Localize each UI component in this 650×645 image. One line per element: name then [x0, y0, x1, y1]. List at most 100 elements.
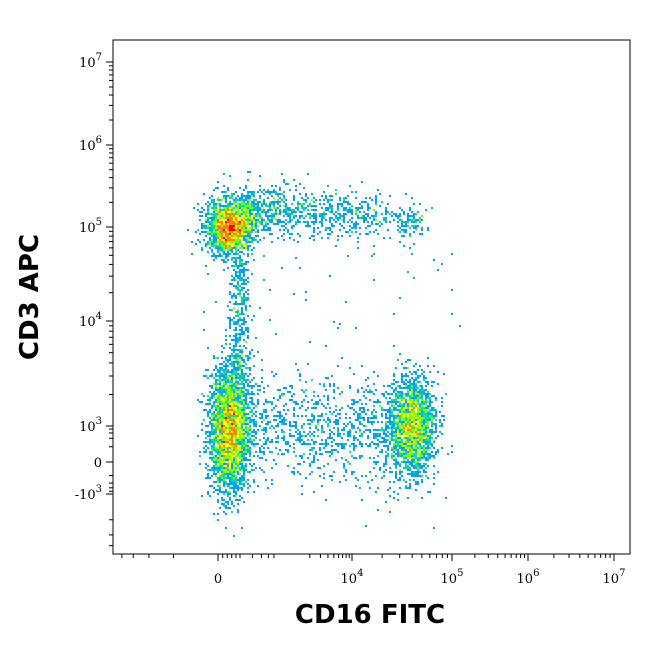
event-dot: [391, 431, 393, 433]
event-dot: [231, 365, 233, 367]
event-dot: [395, 397, 397, 399]
event-dot: [251, 441, 253, 443]
event-dot: [241, 401, 243, 403]
event-dot: [399, 435, 401, 437]
event-dot: [419, 219, 421, 221]
event-dot: [413, 231, 415, 233]
event-dot: [405, 465, 407, 467]
event-dot: [401, 421, 403, 423]
event-dot: [391, 471, 393, 473]
event-dot: [235, 443, 237, 445]
event-dot: [297, 433, 299, 435]
event-dot: [245, 233, 247, 235]
event-dot: [251, 253, 253, 255]
event-dot: [383, 441, 385, 443]
event-dot: [257, 191, 259, 193]
event-dot: [237, 425, 239, 427]
event-dot: [305, 443, 307, 445]
event-dot: [303, 203, 305, 205]
event-dot: [207, 369, 209, 371]
event-dot: [289, 445, 291, 447]
event-dot: [247, 459, 249, 461]
event-dot: [293, 421, 295, 423]
event-dot: [253, 393, 255, 395]
event-dot: [367, 207, 369, 209]
event-dot: [333, 411, 335, 413]
event-dot: [221, 249, 223, 251]
event-dot: [243, 401, 245, 403]
event-dot: [239, 225, 241, 227]
event-dot: [419, 413, 421, 415]
event-dot: [401, 405, 403, 407]
event-dot: [217, 445, 219, 447]
event-dot: [199, 401, 201, 403]
event-dot: [409, 405, 411, 407]
event-dot: [221, 447, 223, 449]
event-dot: [237, 349, 239, 351]
event-dot: [225, 419, 227, 421]
event-dot: [425, 421, 427, 423]
event-dot: [421, 481, 423, 483]
event-dot: [393, 409, 395, 411]
event-dot: [413, 447, 415, 449]
event-dot: [223, 399, 225, 401]
event-dot: [395, 393, 397, 395]
event-dot: [221, 235, 223, 237]
event-dot: [241, 301, 243, 303]
event-dot: [421, 227, 423, 229]
event-dot: [421, 215, 423, 217]
event-dot: [369, 391, 371, 393]
event-dot: [235, 445, 237, 447]
event-dot: [331, 413, 333, 415]
event-dot: [425, 407, 427, 409]
event-dot: [227, 189, 229, 191]
event-dot: [239, 247, 241, 249]
event-dot: [401, 391, 403, 393]
event-dot: [207, 475, 209, 477]
event-dot: [223, 401, 225, 403]
event-dot: [233, 345, 235, 347]
event-dot: [239, 293, 241, 295]
event-dot: [233, 377, 235, 379]
event-dot: [403, 421, 405, 423]
event-dot: [323, 203, 325, 205]
event-dot: [237, 449, 239, 451]
event-dot: [373, 433, 375, 435]
event-dot: [393, 431, 395, 433]
event-dot: [229, 473, 231, 475]
event-dot: [407, 497, 409, 499]
event-dot: [409, 483, 411, 485]
event-dot: [401, 455, 403, 457]
event-dot: [237, 309, 239, 311]
event-dot: [233, 415, 235, 417]
event-dot: [451, 289, 453, 291]
event-dot: [225, 217, 227, 219]
event-dot: [391, 421, 393, 423]
event-dot: [309, 453, 311, 455]
event-dot: [377, 421, 379, 423]
event-dot: [413, 395, 415, 397]
event-dot: [325, 451, 327, 453]
event-dot: [407, 427, 409, 429]
event-dot: [353, 445, 355, 447]
event-dot: [429, 455, 431, 457]
event-dot: [233, 491, 235, 493]
event-dot: [241, 479, 243, 481]
event-dot: [271, 467, 273, 469]
event-dot: [231, 425, 233, 427]
event-dot: [263, 193, 265, 195]
event-dot: [225, 339, 227, 341]
event-dot: [423, 417, 425, 419]
event-dot: [243, 483, 245, 485]
event-dot: [323, 419, 325, 421]
event-dot: [237, 397, 239, 399]
event-dot: [419, 445, 421, 447]
event-dot: [269, 233, 271, 235]
event-dot: [363, 211, 365, 213]
event-dot: [305, 291, 307, 293]
event-dot: [429, 433, 431, 435]
event-dot: [239, 415, 241, 417]
event-dot: [417, 475, 419, 477]
event-dot: [235, 213, 237, 215]
event-dot: [331, 441, 333, 443]
